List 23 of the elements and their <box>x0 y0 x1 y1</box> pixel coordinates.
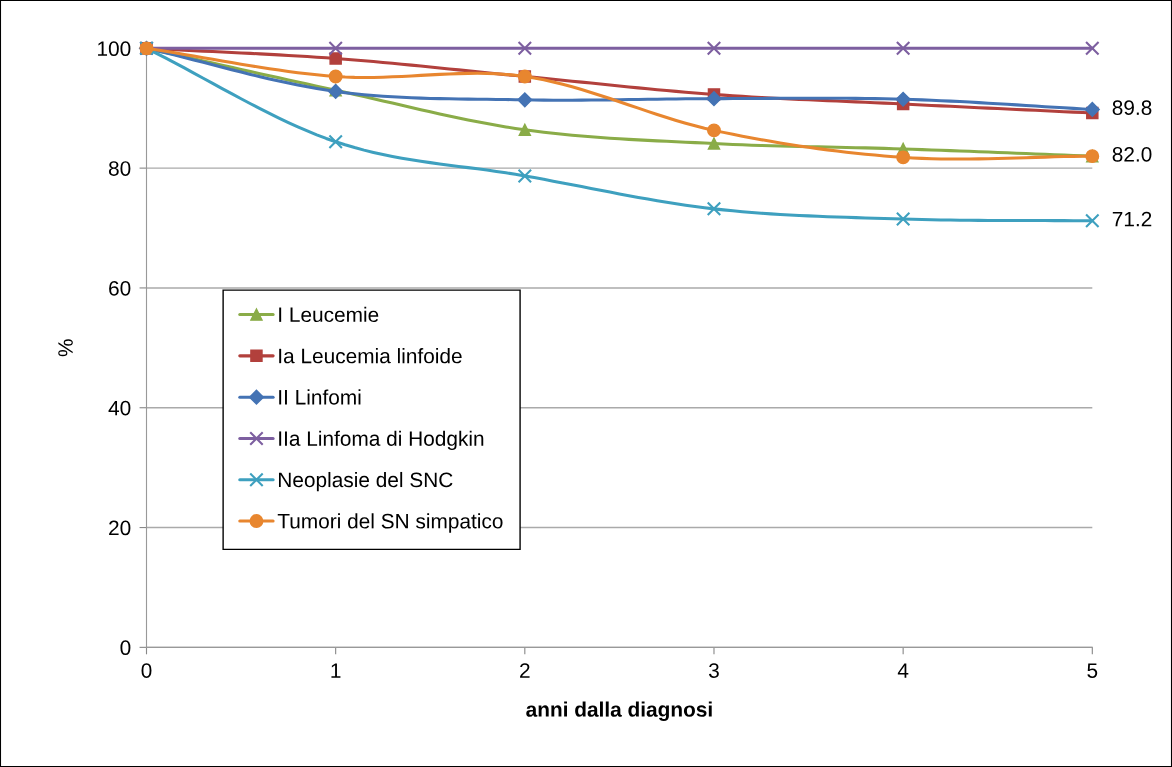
x-tick-label: 3 <box>708 663 719 678</box>
legend-label: Tumori del SN simpatico <box>277 513 503 533</box>
legend-label: I Leucemie <box>279 306 379 323</box>
y-tick-label: 80 <box>108 161 131 176</box>
x-tick-label: 0 <box>141 663 152 678</box>
data-label: 82.0 <box>1112 146 1152 162</box>
y-tick-label: 20 <box>109 520 131 536</box>
x-tick-label: 1 <box>331 663 341 678</box>
data-label: 71.2 <box>1112 211 1152 227</box>
x-tick-label: 4 <box>897 663 909 678</box>
y-tick-label: 0 <box>120 640 131 656</box>
legend-label: II Linfomi <box>279 389 361 405</box>
x-axis-title: anni dalla diagnosi <box>526 701 712 721</box>
y-tick-label: 100 <box>98 41 131 57</box>
data-label: 89.8 <box>1112 100 1152 116</box>
y-axis-title: % <box>58 339 73 357</box>
legend-label: Neoplasie del SNC <box>279 471 453 492</box>
legend-label: IIa Linfoma di Hodgkin <box>279 430 484 451</box>
legend-label: Ia Leucemia linfoide <box>279 348 462 364</box>
y-tick-label: 60 <box>109 280 131 296</box>
x-tick-label: 2 <box>520 663 530 678</box>
x-tick-label: 5 <box>1087 663 1098 678</box>
y-tick-label: 40 <box>108 400 131 416</box>
